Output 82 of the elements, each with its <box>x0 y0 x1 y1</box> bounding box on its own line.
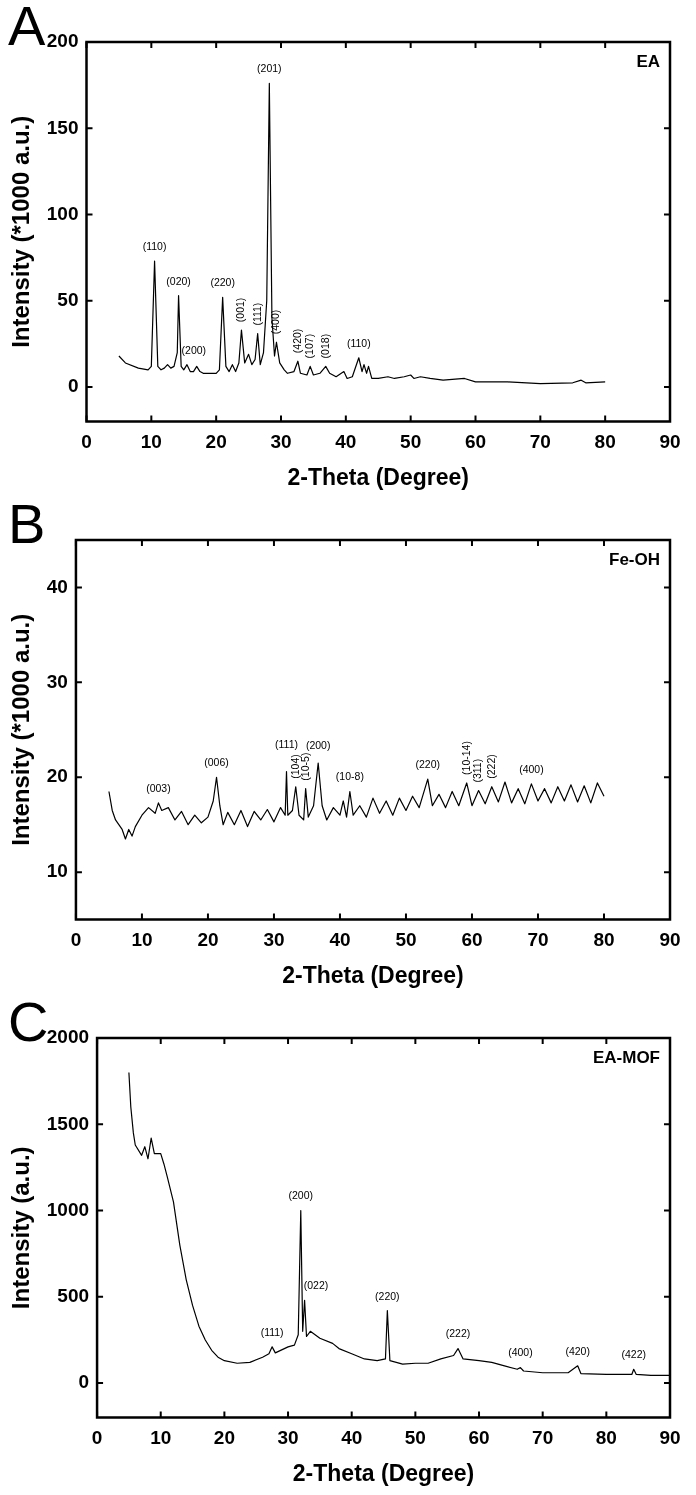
x-tick-label: 20 <box>205 431 227 453</box>
annotation: (001) <box>234 297 247 323</box>
annotation: (111) <box>260 1325 284 1338</box>
y-tick-label: 40 <box>46 575 68 597</box>
x-tick-label: 40 <box>329 929 351 951</box>
annotation: (003) <box>146 781 171 794</box>
y-axis-title: Intensity (*1000 a.u.) <box>7 613 35 846</box>
annotation: (420) <box>290 328 303 354</box>
y-tick-label: 1000 <box>46 1198 90 1220</box>
y-tick-label: 2000 <box>46 1026 90 1048</box>
annotation: (022) <box>303 1279 329 1292</box>
x-tick-label: 30 <box>277 1427 299 1449</box>
annotation: Fe-OH <box>609 550 660 570</box>
x-tick-label: 90 <box>659 431 681 453</box>
y-tick-label: 150 <box>46 116 79 138</box>
annotation: (006) <box>204 756 229 769</box>
x-tick-label: 40 <box>341 1427 363 1449</box>
chart-title: A <box>8 0 46 58</box>
y-tick-label: 50 <box>57 289 79 311</box>
annotation: (111) <box>275 738 298 751</box>
x-tick-label: 50 <box>400 431 422 453</box>
y-tick-label: 500 <box>57 1285 90 1307</box>
x-tick-label: 70 <box>529 431 551 453</box>
annotation: (222) <box>484 754 497 779</box>
annotation: (110) <box>346 336 371 349</box>
x-tick-label: 70 <box>527 929 549 951</box>
y-tick-label: 20 <box>46 765 68 787</box>
x-tick-label: 80 <box>593 929 615 951</box>
y-axis-title: Intensity (a.u.) <box>7 1146 35 1310</box>
x-tick-label: 60 <box>468 1427 490 1449</box>
x-tick-label: 90 <box>659 1427 681 1449</box>
annotation: (200) <box>305 738 331 751</box>
x-axis-title: 2-Theta (Degree) <box>282 961 464 988</box>
x-tick-label: 50 <box>395 929 417 951</box>
x-tick-label: 30 <box>270 431 292 453</box>
annotation: (107) <box>303 333 316 359</box>
x-tick-label: 40 <box>335 431 357 453</box>
x-tick-label: 50 <box>404 1427 426 1449</box>
x-tick-label: 60 <box>461 929 483 951</box>
x-tick-label: 10 <box>131 929 153 951</box>
x-tick-label: 30 <box>263 929 285 951</box>
annotation: (018) <box>318 333 331 359</box>
x-tick-label: 20 <box>213 1427 235 1449</box>
x-tick-label: 70 <box>532 1427 554 1449</box>
x-tick-label: 80 <box>595 1427 617 1449</box>
x-tick-label: 80 <box>594 431 616 453</box>
x-tick-label: 60 <box>464 431 487 453</box>
annotation: (111) <box>250 302 263 326</box>
annotation: (201) <box>257 62 282 75</box>
y-tick-label: 200 <box>46 30 79 52</box>
annotation: (200) <box>181 343 207 356</box>
y-tick-label: 10 <box>46 860 68 882</box>
annotation: (110) <box>142 240 167 253</box>
y-tick-label: 0 <box>67 375 79 397</box>
x-tick-label: 10 <box>140 431 162 453</box>
annotation: (400) <box>508 1346 533 1359</box>
x-tick-label: 20 <box>197 929 219 951</box>
annotation: (020) <box>166 274 191 287</box>
x-axis-title: 2-Theta (Degree) <box>287 463 469 490</box>
y-tick-label: 1500 <box>46 1112 90 1134</box>
y-tick-label: 100 <box>46 202 79 224</box>
annotation: (200) <box>288 1189 314 1202</box>
annotation: (10-8) <box>335 770 364 783</box>
chart-title: B <box>8 492 46 556</box>
y-axis-title: Intensity (*1000 a.u.) <box>7 115 35 348</box>
annotation: (420) <box>565 1344 590 1357</box>
annotation: EA <box>636 52 660 72</box>
annotation: EA-MOF <box>592 1048 660 1068</box>
x-axis-title: 2-Theta (Degree) <box>292 1459 475 1486</box>
y-tick-label: 30 <box>46 670 68 692</box>
annotation: (222) <box>445 1327 471 1340</box>
annotation: (422) <box>621 1348 646 1361</box>
annotation: (220) <box>210 276 235 289</box>
annotation: (220) <box>375 1289 400 1302</box>
annotation: (311) <box>471 758 484 783</box>
annotation: (400) <box>519 762 544 775</box>
annotation: (220) <box>415 758 441 771</box>
y-tick-label: 0 <box>78 1371 90 1393</box>
annotation: (10-14) <box>459 741 472 775</box>
annotation: (400) <box>269 309 282 335</box>
x-tick-label: 90 <box>659 929 681 951</box>
x-tick-label: 10 <box>150 1427 172 1449</box>
